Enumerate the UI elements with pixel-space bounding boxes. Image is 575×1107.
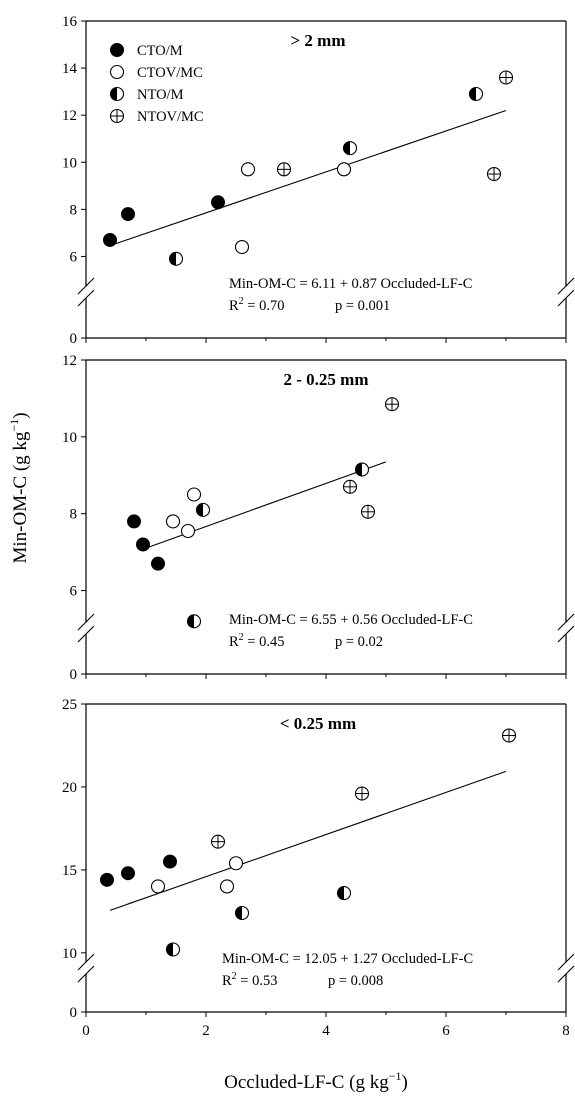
marker-filled-circle bbox=[103, 232, 117, 247]
panel-gt-2mm: 0 6 8 10 12 14 16 > 2 mm Min-OM-C = 6.11 + 0.87 … bbox=[62, 14, 575, 347]
marker-filled-circle bbox=[163, 854, 177, 869]
marker-open-circle bbox=[186, 487, 202, 502]
marker-half-circle-fill bbox=[196, 503, 203, 517]
marker-filled-circle bbox=[211, 195, 225, 210]
panel-title: 2 - 0.25 mm bbox=[284, 370, 369, 389]
marker-half-circle-fill bbox=[343, 141, 350, 155]
y-tick-label: 6 bbox=[70, 584, 78, 600]
marker-filled-circle bbox=[151, 556, 165, 571]
p-value-text: p = 0.008 bbox=[328, 973, 383, 989]
x-tick-label: 6 bbox=[442, 1023, 450, 1039]
y-tick-label: 12 bbox=[62, 353, 77, 369]
axis-break-mark bbox=[77, 953, 95, 971]
marker-filled-circle bbox=[121, 207, 135, 222]
x-tick-label: 4 bbox=[322, 1023, 330, 1039]
axis-break-mark bbox=[557, 289, 575, 307]
axis-break-mark bbox=[77, 965, 95, 983]
y-tick-label: 0 bbox=[70, 1005, 78, 1021]
marker-open-circle bbox=[165, 514, 181, 529]
x-axis-title: Occluded-LF-C (g kg−1) bbox=[224, 1069, 408, 1093]
y-tick-label: 10 bbox=[62, 155, 77, 171]
axis-break-mark bbox=[77, 289, 95, 307]
r-squared-text: R2 = 0.53 bbox=[222, 971, 277, 989]
y-axis-title: Min-OM-C (g kg−1) bbox=[7, 412, 31, 563]
y-tick-label: 12 bbox=[62, 108, 77, 124]
axis-break-mark bbox=[557, 953, 575, 971]
y-tick-label: 8 bbox=[70, 202, 78, 218]
y-tick-label: 16 bbox=[62, 14, 78, 30]
marker-filled-circle bbox=[100, 872, 114, 887]
y-tick-label: 8 bbox=[70, 507, 78, 523]
y-tick-label: 10 bbox=[62, 946, 77, 962]
regression-line bbox=[109, 770, 507, 911]
legend-label: NTO/M bbox=[137, 87, 184, 103]
marker-open-circle bbox=[150, 879, 166, 894]
p-value-text: p = 0.001 bbox=[335, 298, 390, 314]
y-tick-label: 0 bbox=[70, 667, 78, 683]
axis-break-mark bbox=[557, 965, 575, 983]
y-tick-label: 14 bbox=[62, 61, 78, 77]
regression-line bbox=[139, 461, 387, 551]
axis-break-mark bbox=[557, 277, 575, 295]
marker-filled-circle bbox=[127, 514, 141, 529]
x-tick-label: 8 bbox=[562, 1023, 570, 1039]
marker-open-circle bbox=[234, 239, 250, 255]
regression-equation: Min-OM-C = 6.11 + 0.87 Occluded-LF-C bbox=[229, 276, 472, 292]
y-tick-label: 15 bbox=[62, 863, 77, 879]
marker-half-circle-fill bbox=[110, 87, 117, 101]
panel-title: > 2 mm bbox=[290, 31, 345, 50]
marker-filled-circle bbox=[121, 866, 135, 881]
marker-half-circle-fill bbox=[235, 906, 242, 920]
panel-lt-0.25mm: 0 10 15 20 25 0 2 4 6 8 < 0.25 mm Min-OM-C = 12.05 … bbox=[62, 697, 575, 1039]
marker-open-circle bbox=[336, 162, 352, 177]
r-squared-text: R2 = 0.70 bbox=[229, 296, 284, 314]
axis-break-mark bbox=[557, 613, 575, 631]
y-tick-label: 20 bbox=[62, 780, 77, 796]
marker-half-circle-fill bbox=[469, 87, 476, 101]
y-tick-label: 10 bbox=[62, 430, 77, 446]
marker-open-circle bbox=[219, 879, 235, 894]
x-tick-label: 0 bbox=[82, 1023, 90, 1039]
marker-open-circle bbox=[240, 162, 256, 177]
regression-equation: Min-OM-C = 6.55 + 0.56 Occluded-LF-C bbox=[229, 612, 473, 628]
legend-label: CTOV/MC bbox=[137, 65, 203, 81]
marker-half-circle-fill bbox=[169, 252, 176, 266]
marker-half-circle-fill bbox=[337, 886, 344, 900]
y-tick-label: 6 bbox=[70, 249, 78, 265]
regression-equation: Min-OM-C = 12.05 + 1.27 Occluded-LF-C bbox=[222, 951, 473, 967]
legend-label: CTO/M bbox=[137, 43, 183, 59]
p-value-text: p = 0.02 bbox=[335, 634, 383, 650]
marker-half-circle-fill bbox=[187, 614, 194, 628]
regression-line bbox=[109, 109, 507, 247]
axis-break-mark bbox=[77, 613, 95, 631]
axis-break-mark bbox=[77, 625, 95, 643]
legend-label: NTOV/MC bbox=[137, 109, 204, 125]
legend: CTO/M CTOV/MC NTO/M NTOV/MC bbox=[109, 43, 204, 125]
axis-break-mark bbox=[77, 277, 95, 295]
axis-break-mark bbox=[557, 625, 575, 643]
marker-half-circle-fill bbox=[355, 463, 362, 477]
r-squared-text: R2 = 0.45 bbox=[229, 632, 284, 650]
marker-filled-circle bbox=[136, 537, 150, 552]
marker-open-circle bbox=[109, 64, 125, 80]
y-tick-label: 25 bbox=[62, 697, 77, 713]
marker-open-circle bbox=[180, 523, 196, 539]
panel-2-to-0.25mm: 0 6 8 10 12 2 - 0.25 mm Min-OM-C = 6.55 + 0.56… bbox=[62, 353, 575, 683]
marker-filled-circle bbox=[110, 43, 124, 57]
y-tick-label: 0 bbox=[70, 331, 78, 347]
marker-half-circle-fill bbox=[166, 943, 173, 957]
marker-open-circle bbox=[228, 856, 244, 871]
panel-title: < 0.25 mm bbox=[280, 714, 356, 733]
x-tick-label: 2 bbox=[202, 1023, 210, 1039]
